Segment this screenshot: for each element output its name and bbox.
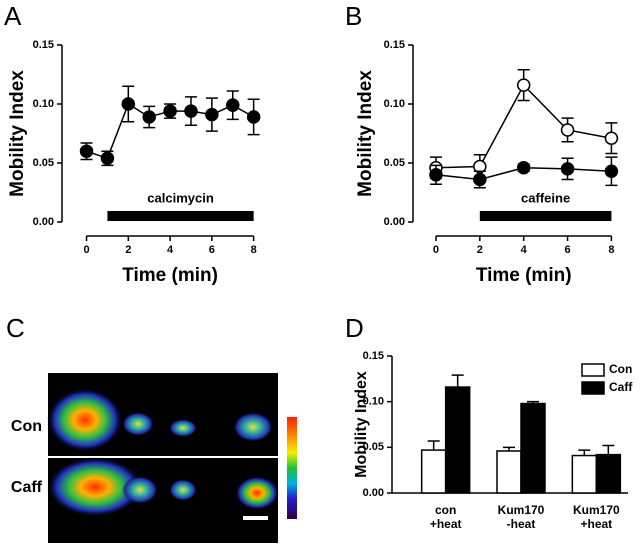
- y-tick-label: 0.10: [363, 396, 384, 408]
- x-tick-label: 6: [564, 244, 570, 256]
- marker: [516, 160, 531, 175]
- legend-label: Con: [609, 362, 632, 376]
- y-tick-label: 0.15: [384, 39, 405, 51]
- hotspot: [122, 476, 158, 504]
- y-tick-label: 0.15: [363, 350, 384, 362]
- bar: [420, 449, 447, 494]
- marker: [473, 172, 487, 187]
- y-tick-label: 0.05: [363, 441, 384, 453]
- error-bar: [578, 449, 591, 456]
- image-panel: C Con Caff: [6, 313, 297, 543]
- marker: [121, 97, 136, 111]
- x-tick-label: 2: [125, 244, 131, 256]
- x-tick-label: Kum170 +heat: [572, 503, 620, 531]
- legend-swatch: [581, 363, 605, 377]
- marker: [184, 104, 198, 118]
- error-bar: [427, 440, 440, 451]
- y-tick-label: 0.00: [363, 487, 384, 499]
- y-tick-label: 0.00: [33, 216, 54, 228]
- x-axis-title: Time (min): [122, 265, 218, 286]
- error-bar: [602, 444, 615, 455]
- x-tick-label: 8: [251, 244, 257, 256]
- hotspot: [122, 412, 154, 436]
- stimulus-bar: [107, 211, 254, 221]
- bar: [444, 386, 471, 494]
- stimulus-label: caffeine: [521, 190, 570, 205]
- y-axis-title: Mobility Index: [353, 371, 370, 478]
- marker: [560, 123, 575, 137]
- marker: [560, 162, 575, 176]
- stimulus-label: calcimycin: [147, 190, 214, 205]
- y-tick-label: 0.05: [384, 157, 405, 169]
- y-axis-title: Mobility Index: [355, 70, 376, 197]
- x-tick-label: 6: [209, 244, 215, 256]
- x-axis-title: Time (min): [476, 265, 572, 286]
- scale-bar: [243, 516, 268, 520]
- x-tick-label: 0: [433, 244, 439, 256]
- hotspot: [169, 479, 197, 501]
- legend-label: Caff: [609, 380, 633, 394]
- y-tick-label: 0.10: [384, 98, 405, 110]
- marker: [429, 168, 443, 182]
- y-axis-title: Mobility Index: [7, 70, 28, 197]
- legend-swatch: [581, 381, 605, 395]
- panel-label: A: [4, 1, 22, 31]
- y-tick-label: 0.15: [33, 39, 54, 51]
- bar: [496, 450, 522, 494]
- marker: [604, 164, 619, 179]
- panel-label: B: [345, 1, 362, 31]
- marker: [79, 144, 94, 158]
- y-tick-label: 0.10: [33, 98, 54, 110]
- x-tick-label: 4: [167, 244, 174, 256]
- x-tick-label: 0: [83, 244, 89, 256]
- hotspot: [235, 476, 279, 510]
- error-bar: [451, 374, 464, 388]
- hotspot: [47, 457, 143, 517]
- x-tick-label: Kum170 -heat: [497, 503, 545, 531]
- row-label: Caff: [11, 479, 43, 496]
- panel-label: D: [345, 313, 364, 343]
- hotspot: [47, 388, 123, 452]
- bar: [571, 454, 598, 494]
- hotspot: [169, 419, 197, 437]
- marker: [246, 110, 261, 124]
- marker: [604, 131, 619, 145]
- marker: [163, 104, 177, 118]
- marker: [226, 98, 240, 112]
- marker: [100, 151, 115, 166]
- marker: [205, 107, 219, 122]
- x-tick-label: con +heat: [429, 503, 462, 531]
- y-tick-label: 0.00: [384, 216, 405, 228]
- bar: [520, 402, 546, 494]
- y-tick-label: 0.05: [33, 157, 54, 169]
- marker: [516, 78, 531, 92]
- color-bar: [287, 417, 297, 519]
- x-tick-label: 2: [477, 244, 483, 256]
- bar: [595, 453, 622, 494]
- stimulus-bar: [479, 211, 612, 221]
- x-tick-label: 4: [521, 244, 528, 256]
- row-label: Con: [11, 418, 42, 435]
- panel-label: C: [6, 313, 25, 343]
- hotspot: [233, 412, 273, 442]
- marker: [142, 110, 156, 124]
- x-tick-label: 8: [608, 244, 614, 256]
